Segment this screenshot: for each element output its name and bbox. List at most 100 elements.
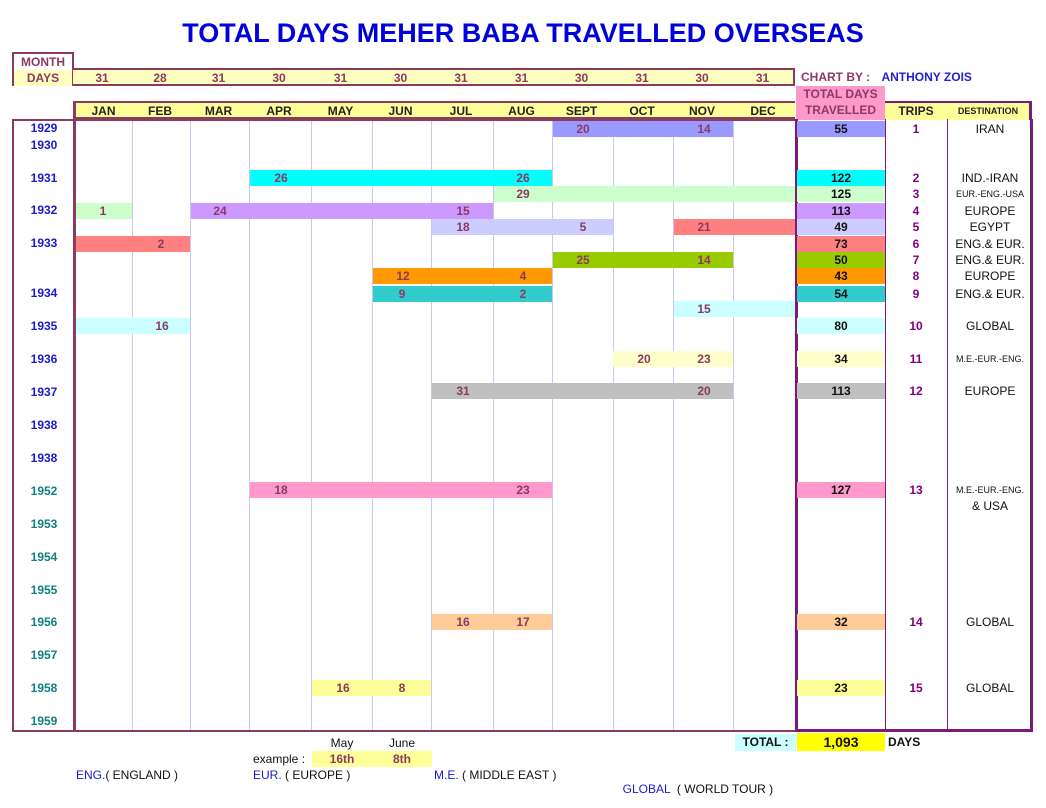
trip-destination: GLOBAL <box>965 615 1015 629</box>
days-feb: 28 <box>153 71 167 85</box>
chart-by: CHART BY : ANTHONY ZOIS <box>801 70 972 84</box>
trip-start-day: 29 <box>516 187 530 201</box>
header-aug: AUG <box>508 104 535 118</box>
trip-end-day: 26 <box>516 171 530 185</box>
trip-total: 125 <box>797 186 885 202</box>
trip-start-day: 21 <box>697 220 711 234</box>
total-days-header-line1: TOTAL DAYS <box>803 87 878 101</box>
days-mar: 31 <box>211 71 226 85</box>
trip-number: 9 <box>912 287 920 301</box>
days-jun: 30 <box>393 71 408 85</box>
gridline <box>190 121 191 730</box>
trip-number: 15 <box>909 681 923 695</box>
days-dec: 31 <box>755 71 770 85</box>
trip-start-day: 16 <box>456 615 470 629</box>
trip-total: 34 <box>797 351 885 367</box>
legend-abbr: GLOBAL <box>622 782 671 796</box>
trip-end-day: 1 <box>99 204 107 218</box>
year-label: 1938 <box>30 451 58 465</box>
trip-end-day: 15 <box>456 204 470 218</box>
trip-destination: M.E.-EUR.-ENG. <box>955 485 1024 495</box>
trip-destination: EGYPT <box>969 220 1011 234</box>
year-label: 1931 <box>30 171 58 185</box>
trip-destination: EUROPE <box>964 384 1016 398</box>
days-may: 31 <box>333 71 348 85</box>
legend-full: ( ENGLAND ) <box>105 768 179 782</box>
legend-full: ( WORLD TOUR ) <box>670 782 774 796</box>
legend-full: ( EUROPE ) <box>281 768 351 782</box>
days-jan: 31 <box>95 71 109 85</box>
trip-number: 6 <box>912 237 920 251</box>
trip-start-day: 15 <box>697 302 711 316</box>
gridline <box>613 121 614 730</box>
days-apr: 30 <box>272 71 286 85</box>
summary-separator <box>885 119 886 730</box>
gridline <box>431 121 432 730</box>
trip-total: 54 <box>797 286 885 302</box>
trip-bar: 15 <box>674 301 795 317</box>
trip-destination: EUROPE <box>964 269 1016 283</box>
days-sept: 30 <box>574 71 589 85</box>
trip-destination-line2: & USA <box>971 499 1008 513</box>
gridline <box>552 121 553 730</box>
trip-destination: M.E.-EUR.-ENG. <box>955 354 1024 364</box>
header-jan: JAN <box>91 104 116 118</box>
total-days-header-line2: TRAVELLED <box>804 103 877 117</box>
year-label: 1958 <box>30 681 58 695</box>
trip-number: 7 <box>912 253 920 267</box>
trip-start-day: 24 <box>213 204 227 218</box>
trip-end-day: 23 <box>516 483 530 497</box>
trip-total: 127 <box>797 482 885 498</box>
trip-bar: 1 <box>76 203 132 219</box>
trip-start-day: 9 <box>398 287 406 301</box>
trip-number: 14 <box>909 615 923 629</box>
total-value: 1,093 <box>797 733 885 751</box>
year-label: 1938 <box>30 418 58 432</box>
trip-bar: 20 14 <box>553 121 733 137</box>
summary-separator <box>947 119 948 730</box>
header-dec: DEC <box>750 104 776 118</box>
year-label: 1957 <box>30 648 58 662</box>
month-label: MONTH <box>21 55 65 69</box>
year-label: 1955 <box>30 583 58 597</box>
trip-total: 55 <box>797 121 885 137</box>
trip-bar: 2 <box>76 236 190 252</box>
header-jun: JUN <box>388 104 413 118</box>
trip-bar: 12 4 <box>373 268 552 284</box>
trip-destination: EUROPE <box>964 204 1016 218</box>
trip-number: 1 <box>912 122 920 136</box>
month-header-row: JAN FEB MAR APR MAY JUN JUL AUG SEPT OCT… <box>73 101 795 120</box>
year-column-separator <box>73 119 76 732</box>
gridline <box>733 121 734 730</box>
legend-abbr: M.E. <box>434 768 459 782</box>
total-label: TOTAL : <box>735 734 796 751</box>
year-label: 1932 <box>30 203 58 217</box>
trip-bar: 20 23 <box>613 351 733 367</box>
header-mar: MAR <box>204 104 233 118</box>
year-label: 1929 <box>30 121 58 135</box>
trip-number: 5 <box>912 220 920 234</box>
trip-total: 43 <box>797 268 885 284</box>
chart-title: TOTAL DAYS MEHER BABA TRAVELLED OVERSEAS <box>182 18 864 48</box>
year-label: 1935 <box>30 319 58 333</box>
trip-destination: ENG.& EUR. <box>955 237 1025 251</box>
trip-bar: 16 8 <box>312 680 431 696</box>
year-label: 1952 <box>30 484 58 498</box>
trip-start-day: 16 <box>336 681 350 695</box>
header-oct: OCT <box>629 104 655 118</box>
gridline <box>249 121 250 730</box>
trip-total: 49 <box>797 219 885 235</box>
trip-start-day: 20 <box>576 122 590 136</box>
trip-destination: ENG.& EUR. <box>955 287 1025 301</box>
total-days-header: TOTAL DAYS TRAVELLED <box>796 86 885 120</box>
trip-bar: 16 <box>76 318 190 334</box>
trip-bar: 25 14 <box>553 252 733 268</box>
trip-start-day: 25 <box>576 253 590 267</box>
header-feb: FEB <box>148 104 172 118</box>
trip-bar: 31 20 <box>432 383 733 399</box>
trip-start-day: 12 <box>396 269 410 283</box>
days-jul: 31 <box>454 71 468 85</box>
trip-destination: ENG.& EUR. <box>955 253 1025 267</box>
trip-total: 122 <box>797 170 885 186</box>
trip-number: 11 <box>909 352 923 366</box>
